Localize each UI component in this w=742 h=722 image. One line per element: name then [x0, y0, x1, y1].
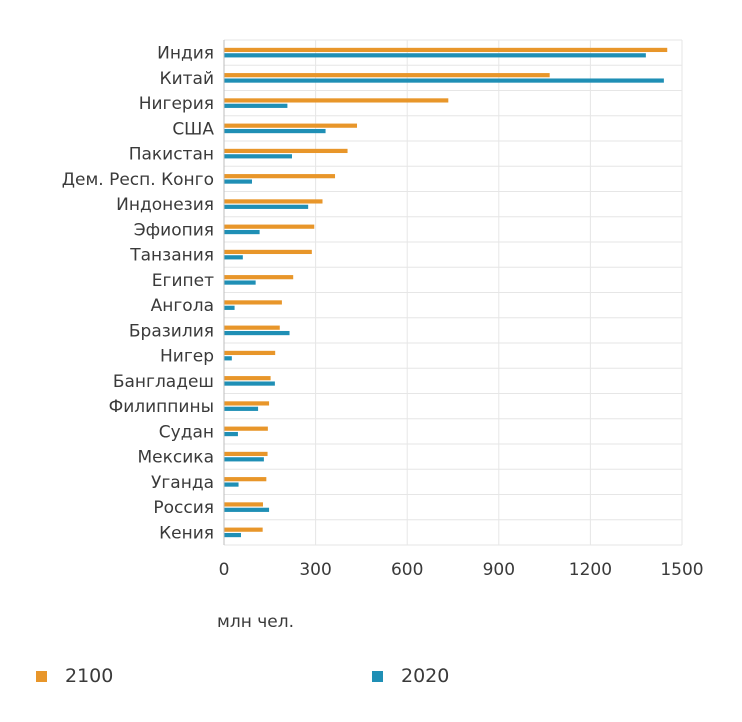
bar-2020: [224, 507, 270, 512]
bar-2100: [224, 123, 358, 128]
legend-label-2100: 2100: [65, 665, 114, 687]
x-tick-label: 600: [391, 560, 423, 580]
category-label: Пакистан: [129, 145, 214, 165]
bar-2020: [224, 128, 326, 134]
bar-2020: [224, 457, 264, 462]
legend-item-2100: 2100: [36, 665, 113, 687]
bar-2100: [224, 199, 323, 204]
bar-2020: [224, 406, 259, 411]
category-labels: Индия Китай Нигерия США Пакистан Дем. Респ. К…: [62, 44, 215, 544]
x-axis-label: млн чел.: [217, 612, 294, 632]
category-label: Судан: [159, 422, 214, 442]
legend-item-2020: 2020: [372, 665, 449, 687]
bar-2100: [224, 148, 348, 154]
bar-2020: [224, 204, 309, 209]
x-tick-label: 300: [299, 560, 331, 580]
bar-2100: [224, 224, 315, 229]
x-tick-label: 1500: [660, 560, 703, 580]
bar-2100: [224, 73, 550, 78]
legend-swatch-2100: [36, 670, 47, 682]
bar-2100: [224, 275, 294, 280]
category-label: Танзания: [129, 246, 214, 266]
bar-2020: [224, 103, 288, 108]
category-label: Эфиопия: [134, 220, 214, 240]
bar-2100: [224, 47, 668, 53]
category-label: Нигер: [160, 347, 214, 367]
category-label: Китай: [160, 69, 215, 89]
bar-2020: [224, 154, 292, 159]
bar-2100: [224, 426, 268, 431]
category-label: США: [172, 119, 214, 139]
bar-2020: [224, 431, 238, 437]
bar-2100: [224, 98, 449, 103]
legend-swatch-2020: [372, 670, 383, 682]
legend-label-2020: 2020: [401, 665, 450, 687]
category-label: Бразилия: [129, 321, 214, 341]
bars-group: [224, 47, 668, 538]
bar-2020: [224, 179, 252, 184]
bar-2100: [224, 451, 268, 457]
bar-2020: [224, 381, 275, 386]
bar-2100: [224, 502, 263, 507]
category-label: Кения: [159, 523, 214, 543]
category-label: Мексика: [138, 448, 214, 468]
category-label: Филиппины: [109, 397, 214, 417]
category-label: Египет: [152, 271, 214, 291]
category-label: Россия: [153, 498, 214, 518]
bar-2100: [224, 401, 270, 406]
bar-2100: [224, 527, 263, 532]
category-label: Индия: [157, 44, 214, 64]
bar-2020: [224, 255, 243, 260]
category-label: Бангладеш: [113, 372, 214, 392]
bar-2100: [224, 300, 282, 305]
x-tick-labels: 0 300 600 900 1200 1500: [219, 560, 704, 580]
bar-2020: [224, 229, 260, 235]
bar-2020: [224, 330, 290, 336]
bar-2100: [224, 325, 280, 330]
bar-2020: [224, 532, 241, 538]
bar-2100: [224, 477, 267, 482]
category-label: Индонезия: [116, 195, 214, 215]
bar-2100: [224, 174, 336, 179]
bar-2020: [224, 356, 232, 361]
category-label: Уганда: [151, 473, 214, 493]
bar-2020: [224, 78, 664, 83]
bar-2100: [224, 350, 276, 356]
x-tick-label: 900: [483, 560, 515, 580]
bar-2020: [224, 53, 646, 58]
bar-2020: [224, 280, 256, 285]
x-tick-label: 1200: [569, 560, 612, 580]
x-tick-label: 0: [219, 560, 230, 580]
category-label: Ангола: [151, 296, 214, 316]
bar-2020: [224, 482, 239, 487]
category-label: Нигерия: [139, 94, 214, 114]
bar-2100: [224, 249, 312, 255]
category-label: Дем. Респ. Конго: [62, 170, 214, 190]
bar-2100: [224, 376, 271, 381]
bar-2020: [224, 305, 235, 310]
grid-lines: [223, 39, 683, 546]
